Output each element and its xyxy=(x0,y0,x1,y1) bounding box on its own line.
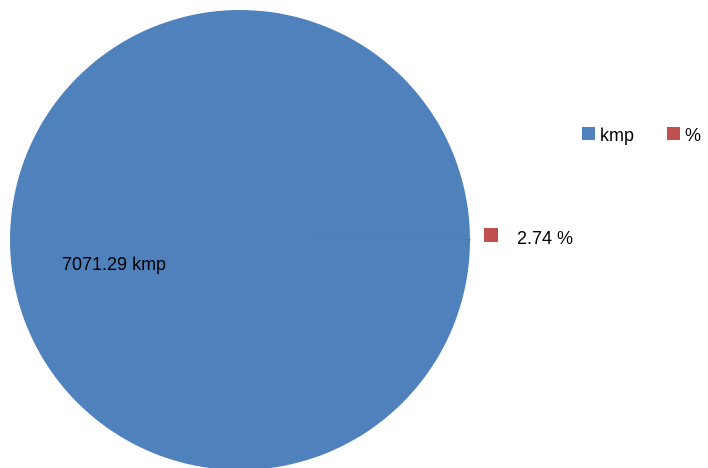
data-label-percent: 2.74 % xyxy=(517,228,573,248)
legend-label-kmp: kmp xyxy=(600,125,634,145)
pie-slice-kmp xyxy=(10,10,470,468)
legend-swatch-percent xyxy=(667,127,680,140)
legend: kmp % xyxy=(582,125,701,145)
data-label-kmp: 7071.29 kmp xyxy=(62,254,166,274)
data-label-marker-percent xyxy=(484,228,498,242)
legend-swatch-kmp xyxy=(582,127,595,140)
pie-slices xyxy=(10,10,471,468)
legend-label-percent: % xyxy=(685,125,701,145)
